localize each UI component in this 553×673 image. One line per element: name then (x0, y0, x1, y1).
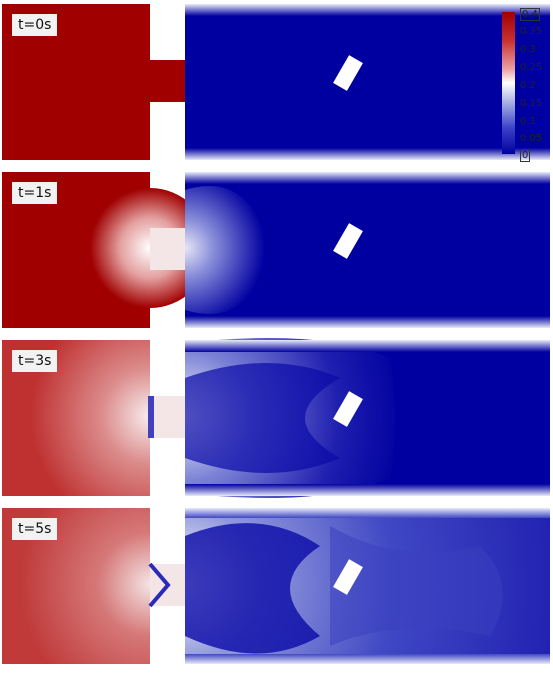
colorbar-tick: 0.1 (520, 116, 536, 127)
field-plot-t1 (2, 172, 550, 328)
field-plot-t5 (2, 508, 550, 664)
colorbar-max-label: 0.4 (520, 8, 540, 21)
colorbar-tick: 0.3 (520, 44, 536, 55)
colorbar-tick: 0.25 (520, 62, 543, 73)
time-label: t=0s (12, 14, 58, 36)
panel-t0: t=0s (0, 2, 553, 162)
panel-t3: t=3s (0, 338, 553, 498)
colorbar-tick: 0.35 (520, 26, 543, 37)
colorbar-tick: 0.05 (520, 133, 543, 144)
colorbar-min-label: 0 (520, 149, 531, 162)
time-label: t=1s (12, 182, 58, 204)
field-plot-t0 (2, 4, 550, 160)
panel-t5: t=5s (0, 506, 553, 666)
time-label: t=5s (12, 518, 58, 540)
panel-t1: t=1s (0, 170, 553, 330)
colorbar-gradient (502, 12, 515, 154)
field-plot-t3 (2, 338, 550, 498)
colorbar: 0.4 0.35 0.3 0.25 0.2 0.15 0.1 0.05 0 (500, 8, 552, 162)
colorbar-tick: 0.2 (520, 80, 536, 91)
time-label: t=3s (12, 350, 58, 372)
colorbar-tick: 0.15 (520, 98, 543, 109)
